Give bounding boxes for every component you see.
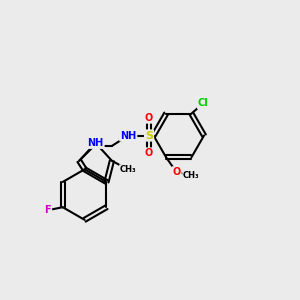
Text: O: O — [145, 113, 153, 123]
Text: Cl: Cl — [198, 98, 209, 108]
Text: CH₃: CH₃ — [120, 165, 136, 174]
Text: S: S — [145, 130, 153, 140]
Text: NH: NH — [87, 138, 104, 148]
Text: O: O — [172, 167, 181, 177]
Text: F: F — [45, 205, 51, 215]
Text: NH: NH — [120, 130, 136, 140]
Text: O: O — [145, 148, 153, 158]
Text: CH₃: CH₃ — [183, 171, 200, 180]
